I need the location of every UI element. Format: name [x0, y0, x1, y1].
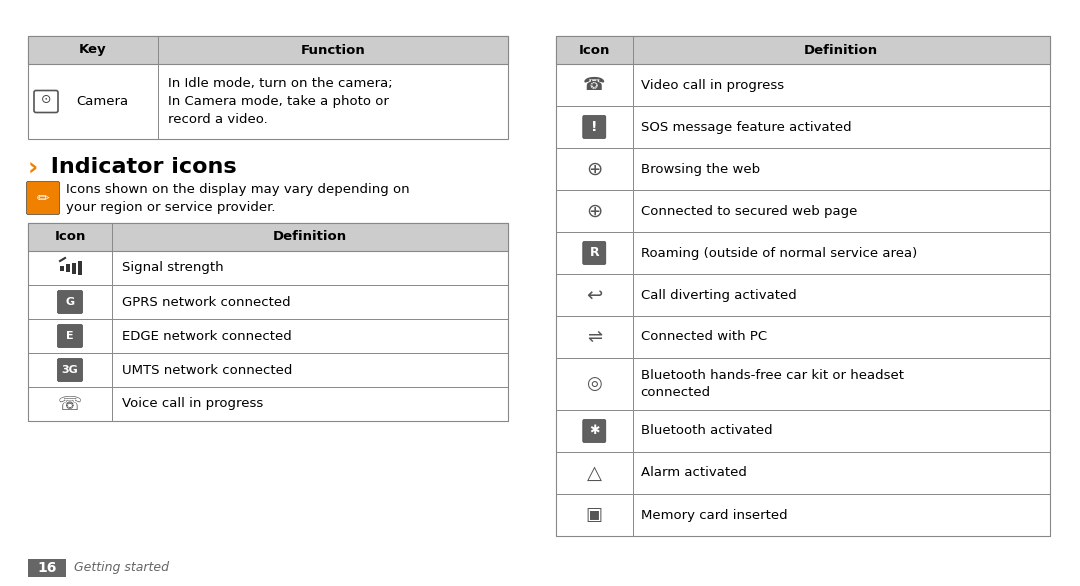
- Text: Roaming (outside of normal service area): Roaming (outside of normal service area): [640, 247, 917, 260]
- Text: SOS message feature activated: SOS message feature activated: [640, 121, 851, 134]
- Bar: [78, 261, 82, 275]
- Text: Browsing the web: Browsing the web: [640, 162, 759, 175]
- Text: EDGE network connected: EDGE network connected: [122, 329, 292, 342]
- Text: Bluetooth activated: Bluetooth activated: [640, 424, 772, 438]
- FancyBboxPatch shape: [27, 182, 59, 214]
- Text: Function: Function: [300, 43, 365, 56]
- Bar: [556, 36, 1050, 64]
- Text: Voice call in progress: Voice call in progress: [122, 397, 264, 411]
- Text: Key: Key: [79, 43, 107, 56]
- Text: ›: ›: [28, 157, 38, 181]
- Text: ☏: ☏: [58, 394, 82, 414]
- Text: 16: 16: [38, 561, 56, 575]
- Text: E: E: [66, 331, 73, 341]
- Text: G: G: [66, 297, 75, 307]
- Bar: [28, 36, 508, 64]
- Text: 3G: 3G: [62, 365, 79, 375]
- Text: Call diverting activated: Call diverting activated: [640, 288, 796, 302]
- Text: ⊙: ⊙: [41, 93, 51, 106]
- Text: UMTS network connected: UMTS network connected: [122, 363, 293, 376]
- FancyBboxPatch shape: [57, 359, 82, 381]
- Text: ✏: ✏: [37, 190, 50, 206]
- Text: △: △: [586, 464, 602, 482]
- Text: Icons shown on the display may vary depending on
your region or service provider: Icons shown on the display may vary depe…: [66, 182, 409, 213]
- Text: ⇌: ⇌: [586, 328, 602, 346]
- FancyBboxPatch shape: [57, 325, 82, 347]
- FancyBboxPatch shape: [583, 115, 606, 138]
- Text: Video call in progress: Video call in progress: [640, 79, 784, 91]
- Text: ▣: ▣: [585, 506, 603, 524]
- Text: Bluetooth hands-free car kit or headset
connected: Bluetooth hands-free car kit or headset …: [640, 369, 904, 399]
- Bar: [28, 36, 508, 139]
- Text: Icon: Icon: [54, 230, 85, 244]
- Text: ◎: ◎: [586, 375, 603, 393]
- FancyBboxPatch shape: [583, 241, 606, 264]
- Bar: [556, 36, 1050, 536]
- Text: Getting started: Getting started: [75, 561, 168, 574]
- Text: ↩: ↩: [586, 285, 603, 305]
- Text: Indicator icons: Indicator icons: [43, 157, 237, 177]
- Text: In Idle mode, turn on the camera;
In Camera mode, take a photo or
record a video: In Idle mode, turn on the camera; In Cam…: [167, 77, 392, 126]
- Text: Definition: Definition: [273, 230, 347, 244]
- Text: ☎: ☎: [583, 76, 606, 94]
- Bar: [66, 264, 70, 272]
- Bar: [28, 223, 508, 251]
- Text: ⊕: ⊕: [586, 202, 603, 220]
- Text: Alarm activated: Alarm activated: [640, 466, 746, 479]
- Text: R: R: [590, 247, 599, 260]
- Text: ✱: ✱: [589, 424, 599, 438]
- Text: Connected with PC: Connected with PC: [640, 331, 767, 343]
- Text: !: !: [591, 120, 597, 134]
- Text: ⊕: ⊕: [586, 159, 603, 179]
- Bar: [28, 559, 66, 577]
- FancyBboxPatch shape: [57, 291, 82, 314]
- Bar: [28, 223, 508, 421]
- Text: GPRS network connected: GPRS network connected: [122, 295, 291, 308]
- Text: Signal strength: Signal strength: [122, 261, 224, 274]
- FancyBboxPatch shape: [583, 420, 606, 442]
- Bar: [72, 263, 76, 274]
- Text: Memory card inserted: Memory card inserted: [640, 509, 787, 522]
- Text: Camera: Camera: [77, 95, 129, 108]
- Text: Icon: Icon: [579, 43, 610, 56]
- Text: Connected to secured web page: Connected to secured web page: [640, 205, 856, 217]
- Bar: [60, 265, 64, 271]
- Text: Definition: Definition: [805, 43, 878, 56]
